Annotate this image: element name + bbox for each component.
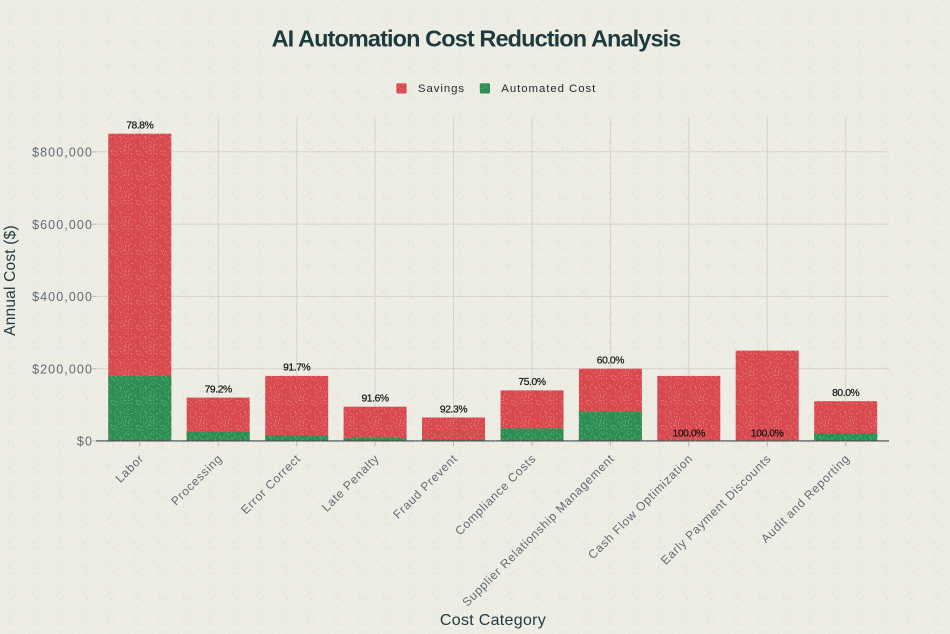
svg-text:100.0%: 100.0% xyxy=(673,429,706,440)
svg-text:80.0%: 80.0% xyxy=(832,388,859,399)
svg-text:75.0%: 75.0% xyxy=(518,377,545,388)
svg-text:60.0%: 60.0% xyxy=(597,356,624,367)
svg-text:$800,000: $800,000 xyxy=(32,146,93,160)
svg-text:$200,000: $200,000 xyxy=(32,362,93,376)
svg-text:100.0%: 100.0% xyxy=(751,429,784,440)
svg-text:91.7%: 91.7% xyxy=(283,363,310,374)
svg-text:$0: $0 xyxy=(77,435,93,449)
svg-text:Cost Category: Cost Category xyxy=(440,612,546,629)
svg-text:92.3%: 92.3% xyxy=(440,404,467,415)
svg-text:$400,000: $400,000 xyxy=(32,290,93,304)
svg-text:Savings: Savings xyxy=(418,83,465,95)
svg-text:91.6%: 91.6% xyxy=(361,394,388,405)
svg-text:79.2%: 79.2% xyxy=(205,384,232,395)
svg-text:AI Automation Cost Reduction A: AI Automation Cost Reduction Analysis xyxy=(272,25,682,51)
svg-text:Annual Cost ($): Annual Cost ($) xyxy=(2,225,19,336)
svg-text:$600,000: $600,000 xyxy=(32,218,93,232)
svg-text:Automated Cost: Automated Cost xyxy=(501,83,596,95)
svg-text:78.8%: 78.8% xyxy=(126,121,153,132)
